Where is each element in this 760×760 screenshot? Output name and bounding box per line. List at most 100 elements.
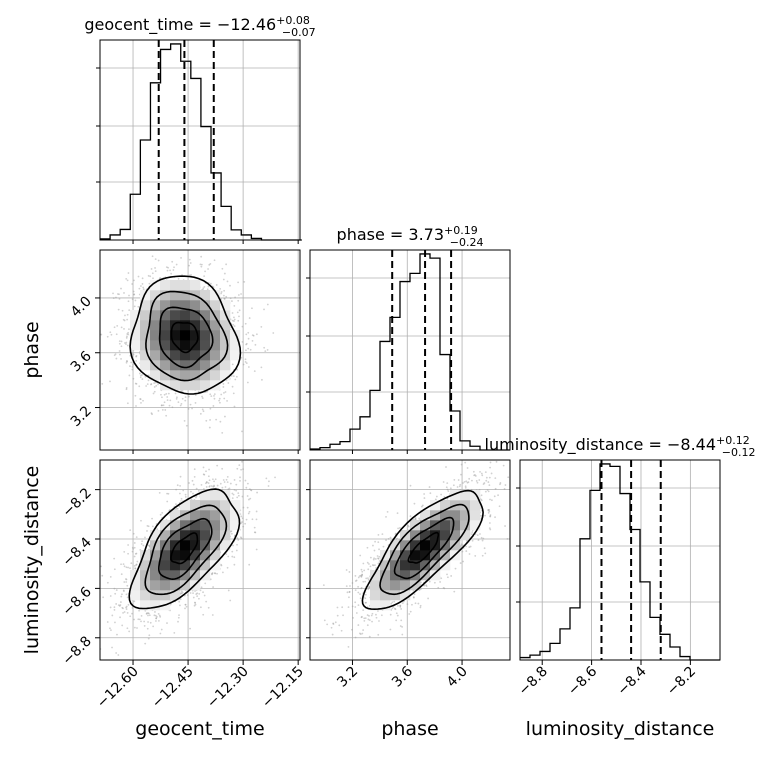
sample-point xyxy=(227,589,230,592)
sample-point xyxy=(227,555,230,558)
sample-point xyxy=(111,646,113,649)
sample-point xyxy=(127,566,129,569)
density-cell xyxy=(150,330,161,341)
sample-point xyxy=(161,396,163,399)
sample-point xyxy=(218,397,221,400)
sample-point xyxy=(235,483,238,486)
density-panel-geocent_time-vs-phase xyxy=(99,249,301,451)
sample-point xyxy=(233,316,235,319)
sample-point xyxy=(115,589,118,591)
sample-point xyxy=(185,424,188,427)
sample-point xyxy=(167,266,170,269)
sample-point xyxy=(238,315,240,318)
sample-point xyxy=(241,430,243,433)
histogram-luminosity_distance xyxy=(520,463,720,661)
sample-point xyxy=(442,586,445,589)
sample-point xyxy=(203,275,206,277)
sample-point xyxy=(233,318,236,321)
sample-point xyxy=(158,620,160,622)
sample-point xyxy=(195,496,197,499)
sample-point xyxy=(184,603,187,606)
sample-point xyxy=(156,528,159,530)
sample-point xyxy=(241,341,244,343)
sample-point xyxy=(128,309,131,312)
title-minus: −0.24 xyxy=(450,236,484,249)
sample-point xyxy=(173,631,176,634)
sample-point xyxy=(196,595,199,598)
sample-point xyxy=(135,382,138,385)
sample-point xyxy=(177,616,180,619)
sample-point xyxy=(117,604,120,607)
title-plus: +0.08 xyxy=(276,14,310,27)
sample-point xyxy=(148,544,150,547)
sample-point xyxy=(176,484,179,487)
sample-point xyxy=(176,396,178,399)
title-minus: −0.12 xyxy=(722,446,756,459)
sample-point xyxy=(155,617,158,620)
sample-point xyxy=(221,267,224,270)
sample-point xyxy=(481,539,484,542)
sample-point xyxy=(247,366,250,368)
sample-point xyxy=(125,277,128,280)
sample-point xyxy=(141,277,144,280)
sample-point xyxy=(190,490,192,493)
sample-point xyxy=(118,353,121,356)
sample-point xyxy=(160,628,163,631)
sample-point xyxy=(200,586,203,589)
density-cell xyxy=(190,370,201,381)
density-cell xyxy=(210,340,221,351)
density-cell xyxy=(200,560,211,571)
sample-point xyxy=(123,565,126,568)
sample-point xyxy=(131,368,134,371)
sample-point xyxy=(208,468,210,471)
density-cell xyxy=(210,320,221,331)
sample-point xyxy=(254,531,257,534)
sample-point xyxy=(113,354,116,357)
title-text: geocent_time = −12.46 xyxy=(84,15,276,35)
sample-point xyxy=(131,366,134,368)
sample-point xyxy=(115,333,118,336)
sample-point xyxy=(360,587,363,590)
sample-point xyxy=(101,574,104,577)
sample-point xyxy=(200,483,203,486)
sample-point xyxy=(194,601,196,604)
sample-point xyxy=(237,299,240,302)
sample-point xyxy=(137,305,140,308)
sample-point xyxy=(123,581,126,583)
sample-point xyxy=(389,536,392,539)
sample-point xyxy=(240,537,243,540)
density-cell xyxy=(180,290,191,301)
sample-point xyxy=(109,606,112,609)
sample-point xyxy=(133,293,135,296)
sample-point xyxy=(223,297,226,300)
density-cell xyxy=(190,510,201,521)
sample-point xyxy=(125,337,128,339)
sample-point xyxy=(200,265,203,268)
sample-point xyxy=(204,482,207,485)
density-cell xyxy=(140,590,151,601)
sample-point xyxy=(206,288,209,291)
sample-point xyxy=(155,384,158,387)
sample-point xyxy=(101,382,104,385)
density-cell xyxy=(190,570,201,581)
sample-point xyxy=(109,627,111,630)
sample-point xyxy=(237,281,240,284)
density-cell xyxy=(190,350,201,361)
sample-point xyxy=(184,493,187,496)
sample-point xyxy=(208,485,211,487)
sample-point xyxy=(151,517,153,520)
sample-point xyxy=(369,565,372,568)
sample-point xyxy=(140,374,142,377)
sample-point xyxy=(245,333,248,336)
sample-point xyxy=(133,305,136,308)
sample-point xyxy=(188,264,190,267)
sample-point xyxy=(213,485,215,488)
sample-point xyxy=(244,479,247,482)
sample-point xyxy=(230,530,233,533)
sample-point xyxy=(245,518,248,521)
sample-point xyxy=(220,563,222,566)
sample-point xyxy=(126,335,128,338)
sample-point xyxy=(141,374,143,376)
density-cell xyxy=(210,300,221,311)
sample-point xyxy=(242,506,245,509)
